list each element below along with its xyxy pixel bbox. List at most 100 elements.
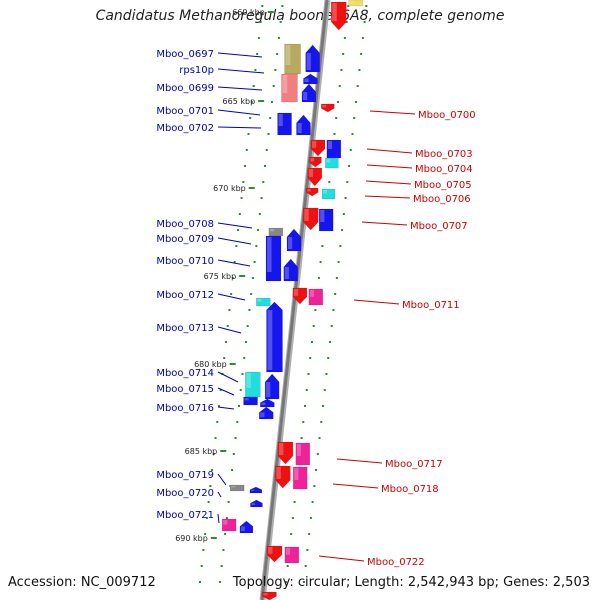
gene-block[interactable] xyxy=(321,188,336,200)
track-dot xyxy=(202,549,205,551)
gene-label-right[interactable]: Mboo_0703 xyxy=(415,149,473,160)
gene-label-left[interactable]: Mboo_0697 xyxy=(156,49,214,60)
gene-block[interactable] xyxy=(258,406,274,420)
track-dot xyxy=(312,325,315,327)
gene-label-right[interactable]: Mboo_0722 xyxy=(367,557,425,568)
track-dot xyxy=(318,437,321,439)
gene-block[interactable] xyxy=(326,139,342,159)
gene-block[interactable] xyxy=(255,297,271,307)
gene-block[interactable] xyxy=(318,208,334,232)
gene-block[interactable] xyxy=(305,44,320,73)
gene-block[interactable] xyxy=(284,43,301,75)
track-dot xyxy=(343,37,346,39)
track-dot xyxy=(302,581,305,583)
left-label-leader xyxy=(217,68,265,74)
gene-block[interactable] xyxy=(310,139,326,157)
track-dot xyxy=(346,181,349,183)
gene-block[interactable] xyxy=(302,207,319,231)
track-dot xyxy=(238,213,241,215)
gene-label-right[interactable]: Mboo_0706 xyxy=(413,194,471,205)
gene-label-left[interactable]: Mboo_0720 xyxy=(156,488,214,499)
gene-block[interactable] xyxy=(239,520,254,534)
gene-block[interactable] xyxy=(260,398,275,408)
gene-block[interactable] xyxy=(301,83,317,103)
track-dot xyxy=(237,229,240,231)
gene-block[interactable] xyxy=(348,0,363,7)
gene-label-left[interactable]: Mboo_0721 xyxy=(156,510,214,521)
gene-block[interactable] xyxy=(292,287,308,305)
gene-block[interactable] xyxy=(245,371,261,398)
track-dot xyxy=(317,277,320,279)
gene-label-left[interactable]: Mboo_0702 xyxy=(156,123,214,134)
track-dot xyxy=(272,85,275,87)
gene-label-left[interactable]: Mboo_0701 xyxy=(156,106,214,117)
track-dot xyxy=(252,85,255,87)
gene-block[interactable] xyxy=(275,465,291,489)
gene-label-left[interactable]: Mboo_0715 xyxy=(156,384,214,395)
gene-block[interactable] xyxy=(292,466,308,490)
gene-label-left[interactable]: Mboo_0710 xyxy=(156,256,214,267)
gene-label-right[interactable]: Mboo_0700 xyxy=(418,110,476,121)
gene-label-right[interactable]: Mboo_0705 xyxy=(414,180,472,191)
gene-block[interactable] xyxy=(268,227,284,237)
gene-block[interactable] xyxy=(284,546,300,564)
track-dot xyxy=(363,21,366,23)
gene-block[interactable] xyxy=(286,228,302,252)
gene-label-left[interactable]: Mboo_0699 xyxy=(156,83,214,94)
gene-block[interactable] xyxy=(325,157,339,169)
gene-block[interactable] xyxy=(305,187,319,197)
gene-label-left[interactable]: Mboo_0714 xyxy=(156,368,214,379)
track-dot xyxy=(321,245,324,247)
gene-block[interactable] xyxy=(266,545,283,563)
gene-block[interactable] xyxy=(243,396,258,406)
gene-block[interactable] xyxy=(281,73,298,103)
track-dot xyxy=(225,517,228,519)
gene-block[interactable] xyxy=(277,441,294,465)
track-dot xyxy=(361,37,364,39)
gene-label-right[interactable]: Mboo_0707 xyxy=(410,221,468,232)
gene-block[interactable] xyxy=(309,156,322,168)
track-dot xyxy=(279,21,282,23)
track-dot xyxy=(314,309,317,311)
track-dot xyxy=(246,325,249,327)
gene-block[interactable] xyxy=(308,288,324,306)
gene-block[interactable] xyxy=(330,1,347,31)
gene-block[interactable] xyxy=(250,499,263,508)
gene-label-right[interactable]: Mboo_0711 xyxy=(402,300,460,311)
gene-block[interactable] xyxy=(265,235,282,282)
gene-block[interactable] xyxy=(229,484,245,492)
gene-block[interactable] xyxy=(307,167,323,187)
track-dot xyxy=(291,517,294,519)
gene-block[interactable] xyxy=(262,591,277,600)
track-dot xyxy=(309,357,312,359)
gene-block[interactable] xyxy=(264,373,280,400)
track-dot xyxy=(222,549,225,551)
track-dot xyxy=(219,389,222,391)
gene-label-right[interactable]: Mboo_0718 xyxy=(381,484,439,495)
gene-label-right[interactable]: Mboo_0704 xyxy=(415,164,473,175)
gene-block[interactable] xyxy=(249,486,263,494)
gene-block[interactable] xyxy=(221,518,237,532)
gene-block[interactable] xyxy=(295,442,311,466)
gene-block[interactable] xyxy=(303,73,318,85)
gene-label-left[interactable]: Mboo_0712 xyxy=(156,290,214,301)
gene-label-left[interactable]: Mboo_0716 xyxy=(156,403,214,414)
gene-label-left[interactable]: Mboo_0709 xyxy=(156,234,214,245)
gene-label-left[interactable]: Mboo_0708 xyxy=(156,219,214,230)
track-dot xyxy=(242,181,245,183)
gene-label-left[interactable]: Mboo_0719 xyxy=(156,470,214,481)
track-dot xyxy=(253,261,256,263)
gene-block[interactable] xyxy=(320,103,335,113)
gene-block[interactable] xyxy=(277,112,292,136)
gene-block[interactable] xyxy=(296,114,311,136)
track-dot xyxy=(256,53,259,55)
track-dot xyxy=(330,325,333,327)
track-dot xyxy=(226,325,229,327)
gene-label-right[interactable]: Mboo_0717 xyxy=(385,459,443,470)
gene-block[interactable] xyxy=(283,258,299,282)
gene-block[interactable] xyxy=(266,301,283,373)
gene-label-left[interactable]: Mboo_0713 xyxy=(156,323,214,334)
gene-highlight xyxy=(266,237,272,272)
gene-label-left[interactable]: rps10p xyxy=(179,65,214,76)
right-label-leader xyxy=(332,483,379,489)
